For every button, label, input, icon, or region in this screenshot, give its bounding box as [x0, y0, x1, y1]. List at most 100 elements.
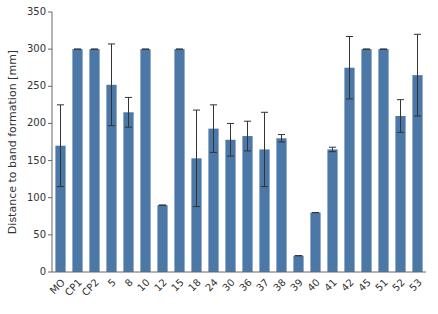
x-tick-label: 40	[305, 277, 322, 294]
error-bar-cap	[414, 116, 421, 117]
x-tick-label: 51	[373, 277, 390, 294]
error-bar-cap	[159, 205, 166, 206]
error-bar-cap	[244, 121, 251, 122]
error-bar-cap	[176, 49, 183, 50]
x-tick-label: 12	[152, 277, 169, 294]
error-bar-cap	[193, 110, 200, 111]
error-bar-cap	[312, 212, 319, 213]
error-bar	[244, 121, 251, 151]
x-tick-label: 37	[254, 277, 271, 294]
error-bar-stem	[332, 147, 333, 151]
x-tick-label: 15	[169, 277, 186, 294]
y-tick	[48, 123, 52, 124]
y-tick	[48, 86, 52, 87]
error-bar	[346, 37, 353, 99]
error-bar	[227, 123, 234, 156]
y-tick-label: 300	[27, 43, 46, 54]
error-bar-stem	[196, 110, 197, 207]
error-bar-cap	[312, 212, 319, 213]
error-bar	[397, 100, 404, 133]
error-bar-cap	[74, 49, 81, 50]
error-bar-cap	[244, 150, 251, 151]
error-bar-cap	[210, 104, 217, 105]
error-bar-cap	[74, 49, 81, 50]
error-bar	[380, 49, 387, 50]
error-bar-stem	[400, 100, 401, 133]
y-axis-label: Distance to band formation [mm]	[6, 50, 19, 234]
x-tick-label: CP1	[63, 277, 84, 298]
y-tick-label: 0	[40, 266, 46, 277]
x-tick-label: 42	[339, 277, 356, 294]
x-axis-line	[52, 272, 426, 273]
error-bar	[414, 34, 421, 116]
bar	[157, 205, 167, 272]
error-bar-cap	[380, 49, 387, 50]
y-axis-line	[52, 12, 53, 272]
y-tick-label: 250	[27, 80, 46, 91]
error-bar-stem	[213, 105, 214, 153]
bar	[89, 49, 99, 272]
error-bar-stem	[60, 105, 61, 187]
error-bar-cap	[363, 49, 370, 50]
error-bar-cap	[125, 97, 132, 98]
bar	[327, 149, 337, 272]
error-bar-cap	[227, 156, 234, 157]
x-tick-label: 52	[390, 277, 407, 294]
y-tick	[48, 12, 52, 13]
y-tick-label: 100	[27, 192, 46, 203]
bar	[242, 136, 252, 272]
y-tick-label: 350	[27, 6, 46, 17]
y-tick-label: 50	[33, 229, 46, 240]
chart-container: 050100150200250300350MOCP1CP258101215182…	[0, 0, 438, 314]
error-bar-cap	[193, 206, 200, 207]
error-bar-cap	[125, 127, 132, 128]
error-bar-cap	[57, 104, 64, 105]
bar	[72, 49, 82, 272]
chart-svg: 050100150200250300350MOCP1CP258101215182…	[0, 0, 438, 314]
error-bar-stem	[264, 112, 265, 186]
x-tick-label: CP2	[80, 277, 101, 298]
error-bar	[295, 255, 302, 256]
x-tick-label: 38	[271, 277, 288, 294]
bars	[55, 34, 422, 272]
bar	[361, 49, 371, 272]
error-bar-cap	[380, 49, 387, 50]
error-bar	[312, 212, 319, 213]
bar	[395, 116, 405, 272]
x-tick-label: 8	[123, 277, 135, 289]
error-bar-cap	[108, 125, 115, 126]
error-bar-cap	[176, 49, 183, 50]
error-bar-stem	[247, 121, 248, 151]
bar	[174, 49, 184, 272]
error-bar-stem	[281, 135, 282, 142]
error-bar-stem	[417, 34, 418, 116]
error-bar	[125, 97, 132, 127]
error-bar	[261, 112, 268, 186]
error-bar-cap	[346, 98, 353, 99]
error-bar	[57, 105, 64, 187]
error-bar	[142, 49, 149, 50]
error-bar	[108, 44, 115, 126]
x-tick-label: 45	[356, 277, 373, 294]
error-bar	[193, 110, 200, 207]
error-bar-cap	[91, 49, 98, 50]
y-tick	[48, 49, 52, 50]
error-bar-stem	[230, 123, 231, 156]
x-tick-label: 10	[135, 277, 152, 294]
error-bar	[210, 105, 217, 153]
error-bar-cap	[278, 134, 285, 135]
bar	[310, 213, 320, 272]
x-tick-label: 5	[106, 277, 118, 289]
error-bar-cap	[261, 186, 268, 187]
y-tick	[48, 272, 52, 273]
error-bar-cap	[159, 205, 166, 206]
error-bar-cap	[363, 49, 370, 50]
error-bar-cap	[295, 255, 302, 256]
bar	[123, 112, 133, 272]
error-bar-cap	[210, 152, 217, 153]
error-bar-cap	[57, 186, 64, 187]
error-bar-cap	[91, 49, 98, 50]
y-tick-label: 150	[27, 155, 46, 166]
error-bar-cap	[397, 99, 404, 100]
error-bar-cap	[397, 132, 404, 133]
